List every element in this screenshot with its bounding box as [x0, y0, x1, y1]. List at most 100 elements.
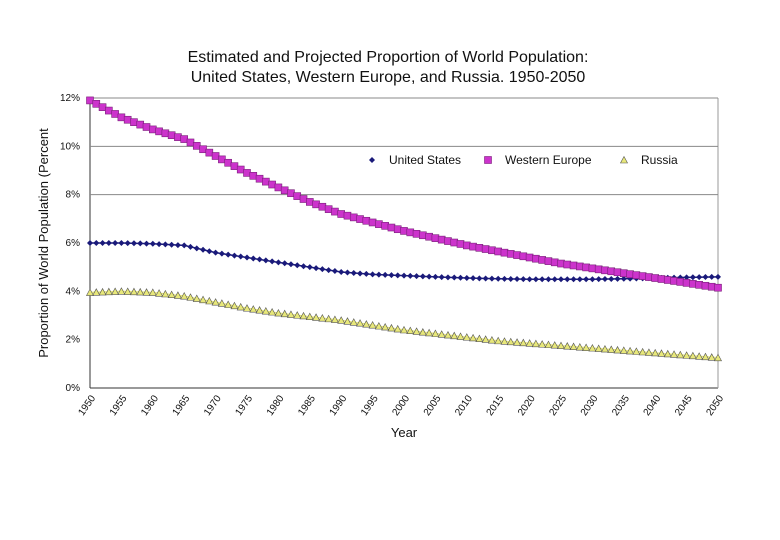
series-marker-russia: [475, 334, 484, 343]
series-marker-united-states: [338, 269, 345, 275]
y-tick-label: 8%: [66, 190, 81, 201]
series-marker-western-europe: [142, 123, 151, 131]
series-marker-united-states: [715, 273, 721, 280]
series-marker-western-europe: [318, 202, 327, 211]
series-marker-united-states: [457, 274, 464, 281]
series-marker-russia: [638, 347, 647, 356]
series-marker-western-europe: [211, 152, 220, 160]
series-marker-united-states: [576, 276, 583, 283]
chart-title-line-1: Estimated and Projected Proportion of Wo…: [188, 49, 589, 66]
series-marker-united-states: [501, 275, 508, 282]
series-marker-united-states: [463, 275, 470, 282]
series-marker-western-europe: [331, 207, 339, 216]
series-marker-western-europe: [192, 142, 201, 150]
legend-marker-western-europe: [484, 156, 492, 164]
series-marker-russia: [268, 307, 277, 316]
series-marker-western-europe: [689, 280, 697, 288]
series-marker-united-states: [432, 273, 439, 280]
series-marker-western-europe: [412, 230, 421, 238]
series-marker-united-states: [601, 276, 608, 283]
series-marker-united-states: [583, 276, 590, 283]
series-marker-russia: [312, 313, 321, 321]
series-marker-united-states: [438, 274, 445, 281]
series-marker-united-states: [93, 240, 100, 246]
series-marker-western-europe: [368, 218, 377, 227]
series-marker-russia: [469, 333, 478, 342]
series-marker-russia: [500, 337, 509, 345]
series-marker-russia: [349, 318, 358, 326]
series-marker-russia: [644, 348, 653, 356]
series-marker-western-europe: [149, 125, 157, 134]
series-marker-western-europe: [607, 267, 616, 276]
series-marker-united-states: [294, 262, 301, 269]
series-marker-russia: [575, 343, 584, 351]
series-marker-united-states: [595, 276, 602, 283]
series-marker-western-europe: [601, 266, 609, 275]
series-marker-western-europe: [375, 220, 383, 228]
series-marker-western-europe: [362, 216, 371, 225]
series-marker-russia: [381, 322, 390, 331]
series-marker-united-states: [174, 242, 181, 249]
series-marker-russia: [374, 322, 383, 330]
series-marker-western-europe: [180, 135, 188, 143]
series-marker-united-states: [118, 240, 125, 246]
series-marker-western-europe: [123, 115, 132, 124]
x-tick-label: 2015: [485, 393, 507, 418]
series-marker-russia: [487, 336, 496, 344]
series-marker-russia: [224, 300, 233, 308]
x-tick-label: 1965: [171, 393, 193, 418]
series-marker-western-europe: [488, 246, 496, 255]
series-marker-russia: [494, 336, 503, 345]
series-marker-united-states: [206, 248, 213, 255]
series-marker-western-europe: [519, 252, 528, 261]
series-marker-russia: [707, 353, 716, 361]
series-marker-united-states: [181, 242, 188, 249]
series-marker-western-europe: [525, 253, 534, 262]
series-marker-russia: [713, 353, 723, 362]
legend-marker-russia: [619, 155, 629, 164]
series-marker-russia: [286, 310, 295, 318]
series-marker-western-europe: [682, 279, 691, 287]
series-marker-united-states: [99, 240, 106, 246]
series-marker-western-europe: [130, 118, 138, 126]
series-marker-western-europe: [538, 256, 546, 264]
series-marker-russia: [412, 327, 421, 335]
series-marker-united-states: [193, 245, 200, 252]
series-marker-western-europe: [550, 258, 559, 267]
series-marker-russia: [538, 340, 547, 348]
x-tick-labels: 1950 1955 1960 1965 1970 1975 1980 1985 1990 1995…: [76, 393, 726, 418]
series-marker-united-states: [451, 274, 458, 281]
series-marker-western-europe: [419, 231, 427, 240]
series-marker-united-states: [143, 240, 150, 247]
series-marker-united-states: [156, 241, 163, 248]
series-marker-united-states: [696, 274, 703, 281]
series-marker-russia: [531, 339, 540, 348]
series-marker-western-europe: [98, 103, 107, 111]
series-marker-western-europe: [305, 198, 314, 206]
series-marker-russia: [117, 287, 126, 295]
series-marker-western-europe: [670, 277, 678, 285]
series-marker-western-europe: [481, 245, 490, 253]
x-tick-label: 1970: [202, 393, 224, 418]
series-marker-united-states: [162, 241, 169, 248]
series-marker-united-states: [520, 276, 527, 283]
series-marker-western-europe: [632, 271, 641, 279]
series-marker-united-states: [375, 271, 382, 278]
series-marker-western-europe: [425, 232, 433, 241]
series-marker-russia: [274, 308, 283, 317]
x-tick-label: 2045: [673, 393, 695, 418]
series-marker-western-europe: [494, 247, 503, 256]
series-marker-united-states: [507, 275, 514, 282]
series-marker-united-states: [608, 275, 615, 282]
series-marker-united-states: [570, 276, 577, 283]
series-marker-western-europe: [299, 195, 308, 203]
series-marker-united-states: [325, 267, 332, 274]
series-marker-russia: [550, 341, 559, 349]
series-marker-russia: [173, 291, 182, 299]
series-marker-russia: [205, 296, 214, 305]
x-tick-label: 2000: [390, 393, 412, 418]
legend-label-united-states: United States: [389, 153, 461, 167]
x-tick-label: 2040: [642, 393, 664, 418]
y-tick-labels: 0% 2% 4% 6% 8% 10% 12%: [60, 93, 80, 394]
